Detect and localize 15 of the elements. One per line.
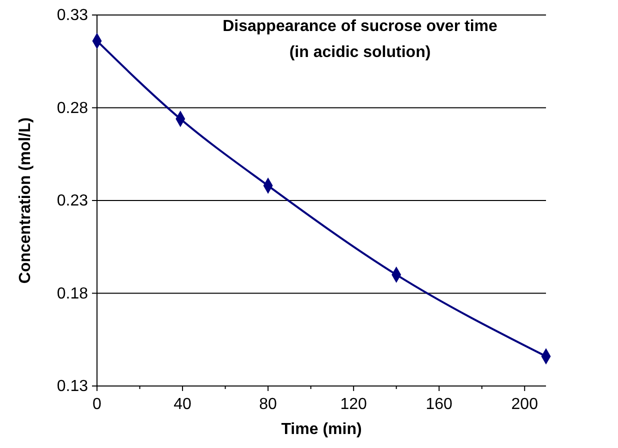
y-axis-title: Concentration (mol/L) (17, 117, 34, 284)
text: (in acidic solution) (289, 44, 431, 61)
x-tick-label: 0 (92, 396, 102, 413)
x-tick-label: 160 (426, 396, 453, 413)
x-tick-label: 40 (174, 396, 192, 413)
y-tick-label: 0.18 (56, 285, 88, 302)
x-tick-label: 80 (259, 396, 278, 413)
x-axis-title: Time (min) (281, 421, 362, 438)
y-tick-label: 0.23 (56, 192, 88, 210)
y-tick-label: 0.28 (56, 100, 88, 117)
y-tick-label: 0.33 (56, 7, 88, 24)
x-tick-label: 120 (340, 396, 368, 413)
y-tick-label: 0.13 (56, 378, 88, 395)
x-tick-label: 200 (511, 396, 538, 413)
chart-title: Disappearance of sucrose over time (222, 18, 498, 35)
